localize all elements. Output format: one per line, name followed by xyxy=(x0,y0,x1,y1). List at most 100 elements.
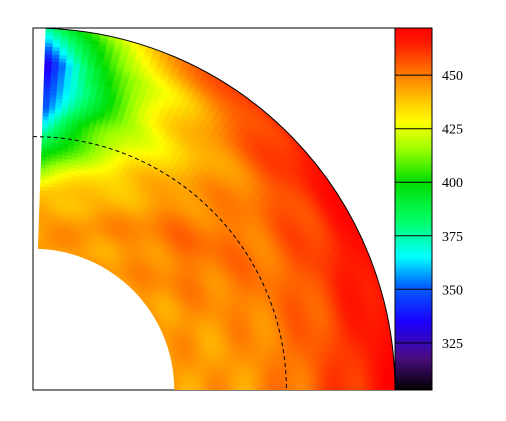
field-cell xyxy=(55,153,63,159)
field-cell xyxy=(231,366,237,373)
field-cell xyxy=(204,358,210,364)
field-cell xyxy=(48,223,54,228)
field-cell xyxy=(247,384,253,390)
field-cell xyxy=(223,363,229,369)
field-cell xyxy=(40,137,48,143)
field-cell xyxy=(280,377,286,385)
field-cell xyxy=(217,376,223,382)
field-cell xyxy=(192,385,197,390)
field-cell xyxy=(47,189,54,195)
field-cell xyxy=(51,234,56,240)
field-cell xyxy=(60,154,68,160)
field-cell xyxy=(256,353,262,361)
field-cell xyxy=(55,157,62,163)
field-cell xyxy=(64,195,70,201)
field-cell xyxy=(279,366,285,374)
field-cell xyxy=(61,232,67,238)
field-cell xyxy=(49,212,55,217)
field-cell xyxy=(275,356,280,364)
field-cell xyxy=(44,226,50,232)
field-cell xyxy=(272,367,278,375)
field-cell xyxy=(56,216,62,222)
field-cell xyxy=(209,365,215,371)
field-cell xyxy=(50,153,57,158)
field-cell xyxy=(56,190,62,196)
field-cell xyxy=(54,235,59,240)
field-cell xyxy=(61,143,69,149)
field-cell xyxy=(199,385,205,390)
field-cell xyxy=(254,374,260,381)
field-cell xyxy=(219,355,224,362)
field-cell xyxy=(65,158,72,164)
field-cell xyxy=(267,357,273,365)
field-cell xyxy=(40,160,47,165)
field-cell xyxy=(238,361,244,368)
field-cell xyxy=(60,157,67,163)
field-cell xyxy=(196,382,201,387)
field-cell xyxy=(184,379,190,384)
field-cell xyxy=(66,226,72,232)
field-cell xyxy=(239,370,245,377)
field-cell xyxy=(198,366,204,372)
field-cell xyxy=(269,373,274,380)
field-cell xyxy=(266,352,273,359)
field-cell xyxy=(215,356,221,362)
field-cell xyxy=(278,355,284,363)
field-cell xyxy=(247,379,252,386)
field-cell xyxy=(287,366,292,374)
field-cell xyxy=(291,383,297,390)
field-cell xyxy=(270,351,276,359)
field-cell xyxy=(64,165,71,171)
field-cell xyxy=(54,231,60,237)
field-cell xyxy=(195,378,201,383)
field-cell xyxy=(277,350,283,358)
field-cell xyxy=(48,226,54,232)
field-cell xyxy=(39,174,46,180)
colorbar-tick-label: 325 xyxy=(442,337,463,352)
field-cell xyxy=(240,384,245,390)
field-cell xyxy=(58,176,64,182)
field-cell xyxy=(190,364,196,370)
field-cell xyxy=(201,362,207,368)
field-cell xyxy=(222,385,227,390)
field-cell xyxy=(56,146,63,152)
field-cell xyxy=(276,372,282,380)
field-cell xyxy=(172,370,178,375)
field-cell xyxy=(63,202,69,208)
field-cell xyxy=(49,215,55,221)
field-cell xyxy=(52,131,60,136)
field-cell xyxy=(173,376,179,381)
field-cell xyxy=(290,360,296,368)
field-cell xyxy=(53,179,59,185)
field-cell xyxy=(48,230,53,236)
colorbar: 325 350 375 400 425 450 xyxy=(394,27,463,391)
field-cell xyxy=(230,357,236,364)
field-cell xyxy=(216,360,221,366)
field-cell xyxy=(280,372,285,380)
field-cell xyxy=(56,187,63,192)
field-cell xyxy=(193,360,199,365)
field-cell xyxy=(244,384,249,390)
field-cell xyxy=(194,363,200,369)
field-cell xyxy=(284,372,289,379)
field-cell xyxy=(53,212,59,218)
field-cell xyxy=(280,383,286,390)
field-cell xyxy=(44,163,51,169)
field-cell xyxy=(205,362,210,368)
field-cell xyxy=(52,223,58,229)
field-cell xyxy=(44,230,50,235)
field-cell xyxy=(60,236,66,242)
field-cell xyxy=(198,370,204,376)
field-cell xyxy=(59,202,65,208)
field-cell xyxy=(176,366,181,371)
field-cell xyxy=(54,161,62,166)
field-cell xyxy=(51,145,58,151)
field-cell xyxy=(196,385,201,390)
field-cell xyxy=(45,145,53,151)
field-cell xyxy=(59,224,65,230)
field-cell xyxy=(239,375,245,381)
field-cell xyxy=(40,152,47,158)
field-cell xyxy=(287,371,293,379)
field-cell xyxy=(46,208,52,213)
field-cell xyxy=(218,380,223,386)
